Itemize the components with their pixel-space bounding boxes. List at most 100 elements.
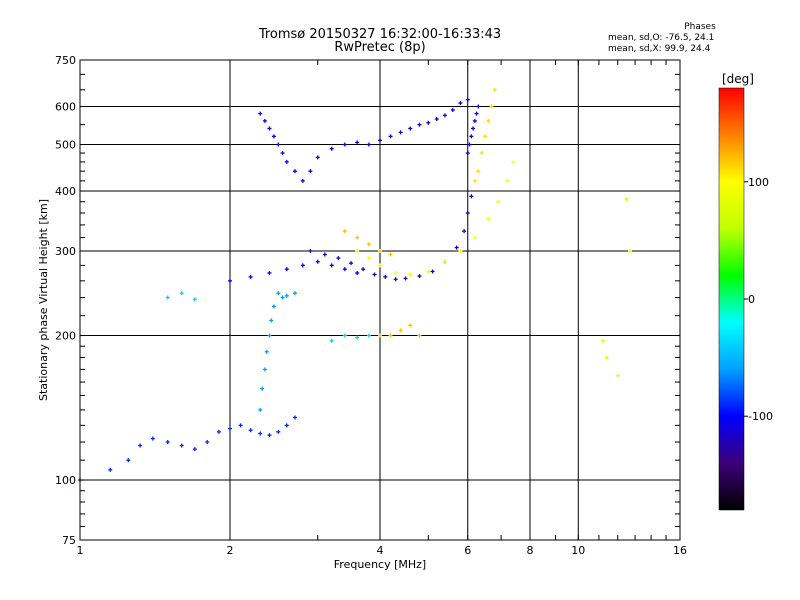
data-point: [426, 269, 430, 273]
data-point: [473, 119, 477, 123]
data-point: [355, 249, 359, 253]
data-point: [276, 291, 280, 295]
data-point: [378, 138, 382, 142]
data-point: [511, 160, 515, 164]
data-point: [480, 151, 484, 155]
data-point: [417, 274, 421, 278]
data-point: [180, 444, 184, 448]
phase-stats-o: mean, sd,O: -76.5, 24.1: [608, 33, 714, 43]
data-point: [301, 263, 305, 267]
colorbar-ticks: 1000-100: [744, 176, 773, 423]
y-tick-label: 300: [55, 245, 76, 258]
data-point: [628, 249, 632, 253]
data-point: [505, 179, 509, 183]
data-point: [408, 273, 412, 277]
data-point: [476, 169, 480, 173]
data-point: [276, 430, 280, 434]
x-tick-label: 2: [227, 544, 234, 557]
data-point: [316, 260, 320, 264]
data-point: [285, 294, 289, 298]
data-point: [301, 179, 305, 183]
data-point: [462, 229, 466, 233]
data-point: [193, 297, 197, 301]
x-tick-label: 8: [527, 544, 534, 557]
data-point: [316, 155, 320, 159]
y-tick-label: 200: [55, 330, 76, 343]
data-point: [285, 423, 289, 427]
data-point: [239, 423, 243, 427]
data-point: [367, 256, 371, 260]
x-tick-label: 1: [77, 544, 84, 557]
data-point: [267, 126, 271, 130]
data-point: [417, 334, 421, 338]
data-point: [493, 88, 497, 92]
data-point: [466, 151, 470, 155]
y-tick-label: 750: [55, 54, 76, 67]
data-point: [108, 468, 112, 472]
x-tick-label: 16: [673, 544, 687, 557]
data-point: [258, 408, 262, 412]
data-point: [260, 387, 264, 391]
data-point: [455, 246, 459, 250]
data-point: [417, 123, 421, 127]
data-point: [249, 275, 253, 279]
colorbar-tick-label: 100: [748, 176, 769, 189]
y-tick-label: 400: [55, 185, 76, 198]
data-point: [466, 98, 470, 102]
data-point: [466, 211, 470, 215]
data-point: [343, 229, 347, 233]
data-point: [249, 428, 253, 432]
data-point: [258, 432, 262, 436]
data-point: [281, 151, 285, 155]
phase-stats-title: Phases: [600, 22, 800, 32]
y-tick-label: 600: [55, 101, 76, 114]
data-point: [285, 267, 289, 271]
data-point: [496, 200, 500, 204]
data-point: [403, 276, 407, 280]
data-point: [205, 440, 209, 444]
data-point: [469, 134, 473, 138]
data-point: [265, 350, 269, 354]
grid: [80, 60, 680, 540]
data-point: [471, 126, 475, 130]
data-point: [323, 253, 327, 257]
data-point: [394, 271, 398, 275]
data-point: [408, 323, 412, 327]
data-point: [336, 256, 340, 260]
colorbar-tick-label: 0: [748, 293, 755, 306]
data-point: [276, 143, 280, 147]
data-point: [193, 447, 197, 451]
data-point: [394, 277, 398, 281]
data-point: [458, 249, 462, 253]
data-point: [330, 147, 334, 151]
data-point: [308, 249, 312, 253]
data-point: [435, 117, 439, 121]
data-points: [78, 88, 632, 482]
data-point: [330, 339, 334, 343]
data-point: [349, 261, 353, 265]
data-point: [308, 169, 312, 173]
data-point: [473, 179, 477, 183]
data-point: [355, 236, 359, 240]
chart-canvas: 1 2 4 6 8 10 1675100200300400500600750 Frequen…: [0, 0, 800, 600]
data-point: [451, 108, 455, 112]
data-point: [228, 427, 232, 431]
data-point: [138, 444, 142, 448]
data-point: [267, 334, 271, 338]
data-point: [475, 112, 479, 116]
data-point: [293, 415, 297, 419]
data-point: [267, 271, 271, 275]
data-point: [431, 269, 435, 273]
data-point: [373, 273, 377, 277]
data-point: [343, 334, 347, 338]
data-point: [355, 140, 359, 144]
data-point: [389, 334, 393, 338]
data-point: [476, 105, 480, 109]
data-point: [228, 279, 232, 283]
data-point: [293, 291, 297, 295]
data-point: [367, 334, 371, 338]
chart-subtitle: RwPretec (8p): [180, 40, 580, 55]
data-point: [166, 296, 170, 300]
data-point: [625, 197, 629, 201]
data-point: [330, 263, 334, 267]
